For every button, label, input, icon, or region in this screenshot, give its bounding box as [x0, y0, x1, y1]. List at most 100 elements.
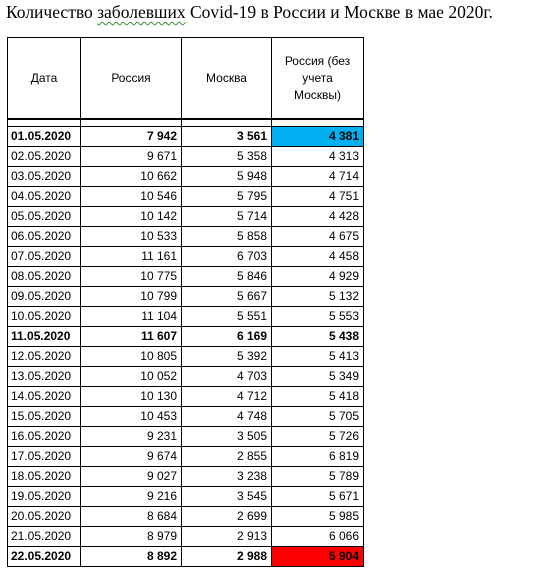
- date-cell: 17.05.2020: [7, 446, 81, 467]
- date-cell: 20.05.2020: [7, 506, 81, 527]
- moscow-cell: 5 795: [181, 186, 272, 207]
- table-row: 09.05.2020 10 799 5 667 5 132: [7, 286, 364, 307]
- date-cell: 11.05.2020: [7, 326, 81, 347]
- table-row: 06.05.2020 10 533 5 858 4 675: [7, 226, 364, 247]
- russia-cell: 10 662: [80, 166, 182, 187]
- russia-cell: 10 453: [80, 406, 182, 427]
- russia-excl-moscow-cell: 5 132: [271, 286, 364, 307]
- russia-cell: 8 979: [80, 526, 182, 547]
- russia-excl-moscow-cell: 5 985: [271, 506, 364, 527]
- table-row: 07.05.2020 11 161 6 703 4 458: [7, 246, 364, 267]
- russia-excl-moscow-cell: 5 418: [271, 386, 364, 407]
- russia-excl-moscow-cell: 6 819: [271, 446, 364, 467]
- table-row: 21.05.2020 8 979 2 913 6 066: [7, 526, 364, 547]
- date-cell: 18.05.2020: [7, 466, 81, 487]
- russia-cell: 9 027: [80, 466, 182, 487]
- table-row: 14.05.2020 10 130 4 712 5 418: [7, 386, 364, 407]
- table-row: 17.05.2020 9 674 2 855 6 819: [7, 446, 364, 467]
- russia-excl-moscow-cell: 5 349: [271, 366, 364, 387]
- moscow-cell: 2 699: [181, 506, 272, 527]
- moscow-cell: 4 712: [181, 386, 272, 407]
- moscow-cell: 6 169: [181, 326, 272, 347]
- date-cell: 09.05.2020: [7, 286, 81, 307]
- russia-cell: 11 161: [80, 246, 182, 267]
- date-cell: 01.05.2020: [7, 126, 81, 147]
- spacer-cell: [271, 118, 364, 127]
- moscow-cell: 2 988: [181, 546, 272, 567]
- header-spacer-row: [7, 118, 364, 127]
- header-moscow: Москва: [181, 37, 272, 120]
- moscow-cell: 2 913: [181, 526, 272, 547]
- table-row: 22.05.2020 8 892 2 988 5 904: [7, 546, 364, 567]
- title-text-before: Количество: [6, 2, 98, 22]
- table-row: 18.05.2020 9 027 3 238 5 789: [7, 466, 364, 487]
- date-cell: 15.05.2020: [7, 406, 81, 427]
- russia-excl-moscow-cell: 5 705: [271, 406, 364, 427]
- russia-excl-moscow-cell: 4 381: [271, 126, 364, 147]
- russia-excl-moscow-cell: 5 671: [271, 486, 364, 507]
- date-cell: 04.05.2020: [7, 186, 81, 207]
- date-cell: 05.05.2020: [7, 206, 81, 227]
- russia-excl-moscow-cell: 4 458: [271, 246, 364, 267]
- russia-cell: 11 607: [80, 326, 182, 347]
- russia-excl-moscow-cell: 5 553: [271, 306, 364, 327]
- date-cell: 03.05.2020: [7, 166, 81, 187]
- moscow-cell: 5 551: [181, 306, 272, 327]
- document-title: Количество заболевших Covid-19 в России …: [6, 2, 493, 22]
- date-cell: 08.05.2020: [7, 266, 81, 287]
- table-row: 13.05.2020 10 052 4 703 5 349: [7, 366, 364, 387]
- moscow-cell: 3 505: [181, 426, 272, 447]
- table-row: 03.05.2020 10 662 5 948 4 714: [7, 166, 364, 187]
- russia-cell: 10 805: [80, 346, 182, 367]
- table-row: 20.05.2020 8 684 2 699 5 985: [7, 506, 364, 527]
- russia-cell: 8 684: [80, 506, 182, 527]
- moscow-cell: 5 858: [181, 226, 272, 247]
- table-row: 19.05.2020 9 216 3 545 5 671: [7, 486, 364, 507]
- moscow-cell: 2 855: [181, 446, 272, 467]
- russia-excl-moscow-cell: 4 714: [271, 166, 364, 187]
- moscow-cell: 5 714: [181, 206, 272, 227]
- russia-cell: 10 533: [80, 226, 182, 247]
- moscow-cell: 5 846: [181, 266, 272, 287]
- title-text-after: Covid-19 в России и Москве в мае 2020г.: [185, 2, 493, 22]
- table-row: 01.05.2020 7 942 3 561 4 381: [7, 126, 364, 147]
- russia-excl-moscow-cell: 5 726: [271, 426, 364, 447]
- table-row: 12.05.2020 10 805 5 392 5 413: [7, 346, 364, 367]
- header-date: Дата: [7, 37, 81, 120]
- date-cell: 07.05.2020: [7, 246, 81, 267]
- table-header-row: Дата Россия Москва Россия (без учета Мос…: [7, 37, 364, 120]
- table-row: 15.05.2020 10 453 4 748 5 705: [7, 406, 364, 427]
- russia-cell: 10 775: [80, 266, 182, 287]
- spacer-cell: [80, 118, 182, 127]
- russia-excl-moscow-cell: 4 929: [271, 266, 364, 287]
- russia-excl-moscow-cell: 5 438: [271, 326, 364, 347]
- header-russia-excl-moscow: Россия (без учета Москвы): [271, 37, 364, 120]
- table-body: 01.05.2020 7 942 3 561 4 381 02.05.2020 9 671…: [7, 118, 364, 567]
- date-cell: 16.05.2020: [7, 426, 81, 447]
- russia-excl-moscow-cell: 4 313: [271, 146, 364, 167]
- table-row: 02.05.2020 9 671 5 358 4 313: [7, 146, 364, 167]
- russia-excl-moscow-cell: 5 789: [271, 466, 364, 487]
- russia-excl-moscow-cell: 6 066: [271, 526, 364, 547]
- russia-cell: 10 799: [80, 286, 182, 307]
- table-row: 05.05.2020 10 142 5 714 4 428: [7, 206, 364, 227]
- moscow-cell: 3 561: [181, 126, 272, 147]
- russia-cell: 7 942: [80, 126, 182, 147]
- moscow-cell: 5 667: [181, 286, 272, 307]
- date-cell: 13.05.2020: [7, 366, 81, 387]
- moscow-cell: 5 392: [181, 346, 272, 367]
- table-row: 10.05.2020 11 104 5 551 5 553: [7, 306, 364, 327]
- russia-excl-moscow-cell: 4 751: [271, 186, 364, 207]
- date-cell: 19.05.2020: [7, 486, 81, 507]
- date-cell: 02.05.2020: [7, 146, 81, 167]
- russia-cell: 8 892: [80, 546, 182, 567]
- date-cell: 14.05.2020: [7, 386, 81, 407]
- moscow-cell: 5 948: [181, 166, 272, 187]
- moscow-cell: 4 748: [181, 406, 272, 427]
- russia-cell: 10 142: [80, 206, 182, 227]
- russia-excl-moscow-cell: 5 413: [271, 346, 364, 367]
- moscow-cell: 4 703: [181, 366, 272, 387]
- spacer-cell: [181, 118, 272, 127]
- date-cell: 21.05.2020: [7, 526, 81, 547]
- header-russia: Россия: [80, 37, 182, 120]
